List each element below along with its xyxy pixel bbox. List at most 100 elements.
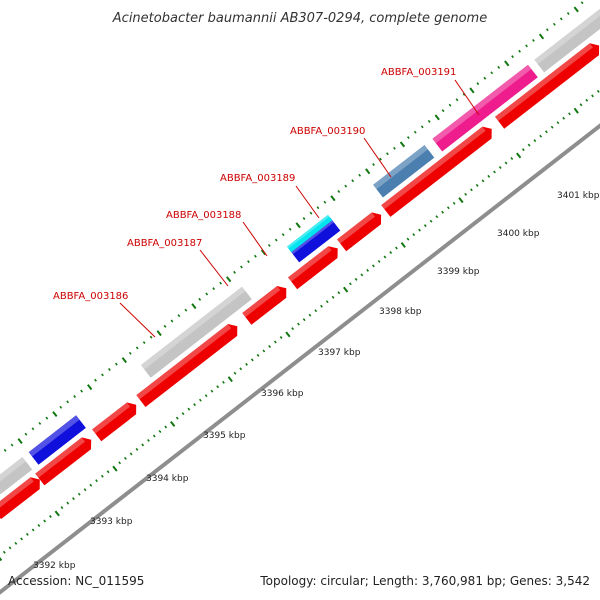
tick-mark xyxy=(239,367,243,371)
tick-mark xyxy=(323,200,327,204)
tick-mark xyxy=(550,125,554,129)
gene-feature xyxy=(28,415,86,465)
tick-mark xyxy=(320,304,323,308)
kbp-label-3397: 3397 kbp xyxy=(318,348,361,358)
tick-mark xyxy=(121,357,127,364)
kbp-label-3395: 3395 kbp xyxy=(203,431,246,441)
cds-feature xyxy=(136,324,238,407)
tick-mark xyxy=(544,130,548,134)
tick-mark xyxy=(556,121,560,125)
tick-mark xyxy=(226,276,232,283)
tick-mark xyxy=(73,395,77,398)
leader-line xyxy=(363,137,392,178)
tick-mark xyxy=(434,114,440,121)
genome-backbone-line xyxy=(0,123,600,595)
gene-feature xyxy=(534,8,600,73)
tick-mark xyxy=(54,510,60,517)
tick-mark xyxy=(288,227,292,231)
cds-feature-highlight xyxy=(35,437,86,478)
tick-mark xyxy=(308,313,312,317)
tick-mark xyxy=(302,217,306,220)
tick-mark xyxy=(291,327,295,331)
tick-mark xyxy=(212,287,216,291)
tick-mark xyxy=(247,260,250,264)
tick-mark xyxy=(527,143,531,147)
tick-mark xyxy=(545,28,549,32)
tick-mark xyxy=(285,331,291,338)
kbp-label-3396: 3396 kbp xyxy=(261,389,304,399)
tick-mark xyxy=(204,394,208,398)
tick-mark xyxy=(302,318,306,322)
tick-mark xyxy=(518,49,521,53)
tick-mark xyxy=(297,322,300,326)
tick-mark xyxy=(219,281,223,285)
tick-mark xyxy=(562,116,566,120)
tick-mark xyxy=(59,405,63,409)
tick-mark xyxy=(3,448,7,452)
tick-mark xyxy=(331,295,335,299)
tick-mark xyxy=(72,497,75,501)
cds-feature xyxy=(92,402,137,442)
cds-feature-highlight xyxy=(495,43,593,121)
gene-feature xyxy=(373,145,435,198)
tick-mark xyxy=(399,141,406,148)
tick-mark xyxy=(462,92,466,96)
tick-mark xyxy=(107,368,111,371)
tick-mark xyxy=(493,170,496,174)
tick-mark xyxy=(585,98,589,102)
cds-feature xyxy=(495,43,600,129)
tick-mark xyxy=(406,136,410,139)
accession-text: Accession: NC_011595 xyxy=(8,574,144,588)
tick-mark xyxy=(175,416,179,420)
tick-mark xyxy=(470,188,473,192)
tick-mark xyxy=(123,456,127,460)
tick-mark xyxy=(448,103,452,107)
tick-mark xyxy=(412,233,416,237)
tick-mark xyxy=(222,380,225,384)
kbp-label-3399: 3399 kbp xyxy=(437,267,480,277)
tick-mark xyxy=(95,479,98,483)
tick-mark xyxy=(559,17,563,21)
tick-mark xyxy=(490,71,494,75)
tick-mark xyxy=(163,324,167,328)
tick-mark xyxy=(446,206,450,210)
tick-mark xyxy=(377,260,381,263)
tick-mark xyxy=(45,416,49,420)
tick-mark xyxy=(184,308,188,312)
tick-mark xyxy=(100,474,104,478)
tick-mark xyxy=(164,425,168,429)
tick-mark xyxy=(295,222,301,229)
gene-feature-cyan-highlight xyxy=(286,214,330,249)
feature-track xyxy=(0,8,600,520)
tick-mark xyxy=(147,439,150,442)
tick-mark xyxy=(141,443,145,447)
map-title: Acinetobacter baumannii AB307-0294, comp… xyxy=(112,11,487,26)
tick-mark xyxy=(532,39,535,42)
tick-mark xyxy=(504,161,508,165)
kbp-label-3400: 3400 kbp xyxy=(497,229,540,239)
tick-mark xyxy=(49,515,52,518)
gene-feature-highlight xyxy=(140,286,246,370)
tick-mark xyxy=(539,134,543,138)
tick-mark xyxy=(52,411,58,418)
tick-mark xyxy=(216,385,220,389)
tick-mark xyxy=(193,403,197,407)
label-leader-lines xyxy=(119,79,480,338)
tick-mark xyxy=(552,22,556,26)
genome-summary-text: Topology: circular; Length: 3,760,981 bp… xyxy=(259,574,590,588)
tick-mark xyxy=(497,65,501,69)
tick-mark xyxy=(135,346,139,350)
gene-feature-highlight xyxy=(0,457,26,482)
tick-mark xyxy=(371,264,375,268)
tick-mark xyxy=(158,430,162,433)
tick-mark xyxy=(386,152,389,156)
tick-mark xyxy=(83,488,87,492)
tick-mark xyxy=(240,265,243,269)
tick-mark xyxy=(358,173,362,177)
tick-mark xyxy=(566,12,570,15)
cds-feature xyxy=(0,477,40,520)
gene-labels: ABBFA_003186 ABBFA_003187 ABBFA_003188 A… xyxy=(53,67,456,302)
gene-label-abbfa-003190: ABBFA_003190 xyxy=(290,126,365,137)
tick-mark xyxy=(187,407,191,411)
